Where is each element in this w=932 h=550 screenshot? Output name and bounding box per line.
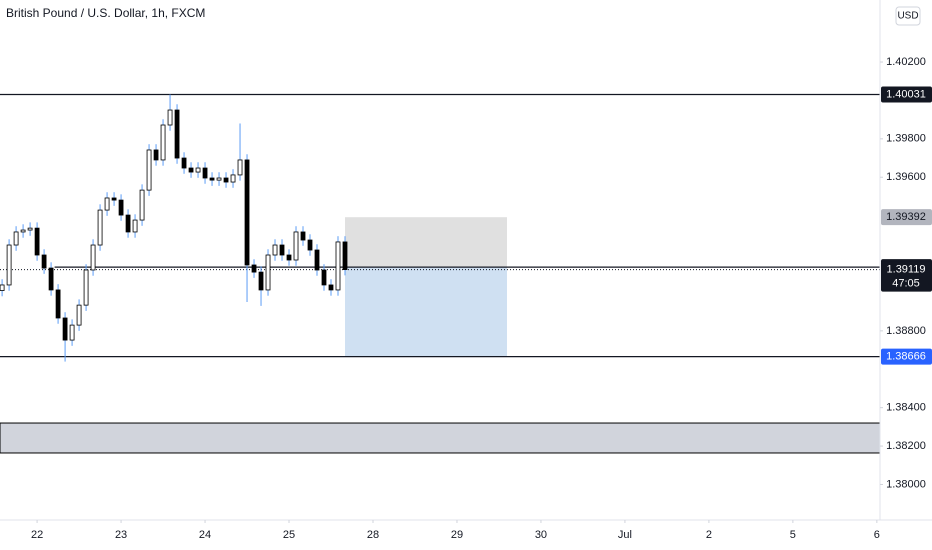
- x-tick-label: 24: [199, 529, 211, 541]
- candle-body: [328, 284, 334, 291]
- countdown: 47:05: [892, 278, 920, 290]
- x-tick-label: 23: [115, 529, 127, 541]
- candle-body: [132, 219, 138, 233]
- candle-body: [251, 264, 257, 273]
- candle-body: [258, 271, 264, 291]
- candle-body: [48, 267, 54, 291]
- candle-body: [342, 241, 348, 271]
- candle-body: [20, 229, 26, 233]
- price-label: 1.38666: [886, 350, 926, 362]
- candle-body: [300, 231, 306, 241]
- last-price-box: [881, 261, 932, 292]
- y-tick-label: 1.38000: [886, 478, 926, 490]
- currency-box[interactable]: [895, 6, 921, 26]
- y-tick-label: 1.39800: [886, 133, 926, 145]
- candle-body: [76, 304, 82, 326]
- candle-body: [13, 231, 19, 246]
- stop-area: [345, 217, 508, 268]
- candle-body: [293, 231, 299, 261]
- target-area: [345, 267, 508, 357]
- x-tick-label: 22: [31, 529, 43, 541]
- zone: [0, 422, 881, 454]
- x-tick-label: 6: [874, 529, 880, 541]
- candle-body: [97, 209, 103, 246]
- candle-body: [181, 157, 187, 169]
- candle-body: [272, 244, 278, 256]
- candle-body: [237, 159, 243, 176]
- x-tick-label: 2: [706, 529, 712, 541]
- candle-body: [188, 167, 194, 173]
- candle-body: [286, 254, 292, 261]
- currency[interactable]: USD: [897, 11, 918, 22]
- candle-body: [202, 167, 208, 179]
- candle-body: [83, 269, 89, 306]
- candle-body: [244, 159, 250, 266]
- price-label-box: [881, 348, 932, 365]
- candle-body: [118, 199, 124, 216]
- candle-body: [279, 244, 285, 256]
- last-price-label: 1.39119: [887, 264, 926, 276]
- candle-body: [104, 197, 110, 211]
- candle-body: [153, 149, 159, 161]
- candle-body: [90, 244, 96, 271]
- candle-body: [41, 254, 47, 269]
- price-label-box: [881, 209, 932, 226]
- y-tick-label: 1.39600: [886, 171, 926, 183]
- x-tick-label: 5: [790, 529, 796, 541]
- candle-body: [216, 177, 222, 181]
- candle-body: [174, 109, 180, 159]
- candle-body: [6, 244, 12, 286]
- candle-body: [167, 109, 173, 126]
- price-label-box: [881, 86, 932, 103]
- candle-body: [321, 269, 327, 286]
- candle-body: [314, 249, 320, 271]
- candle-body: [125, 214, 131, 233]
- candle-body: [69, 324, 75, 341]
- x-tick-label: 29: [451, 529, 463, 541]
- candle-body: [230, 174, 236, 183]
- y-tick-label: 1.40200: [886, 56, 926, 68]
- x-tick-label: 28: [367, 529, 379, 541]
- x-tick-label: Jul: [618, 529, 632, 541]
- candle-body: [223, 177, 229, 183]
- candle-body: [160, 124, 166, 161]
- x-tick-label: 30: [535, 529, 547, 541]
- price-label: 1.39392: [886, 211, 926, 223]
- price-label: 1.40031: [886, 88, 926, 100]
- candle-body: [335, 241, 341, 291]
- candle-body: [146, 149, 152, 191]
- candle-body: [139, 189, 145, 221]
- candle-body: [265, 254, 271, 291]
- candle-body: [195, 167, 201, 173]
- chart-title: British Pound / U.S. Dollar, 1h, FXCM: [6, 6, 205, 20]
- candle-body: [0, 284, 5, 291]
- candle-body: [307, 239, 313, 251]
- y-tick-label: 1.38200: [886, 440, 926, 452]
- y-tick-label: 1.38800: [886, 325, 926, 337]
- candle-body: [62, 317, 68, 341]
- x-tick-label: 25: [283, 529, 295, 541]
- y-tick-label: 1.38400: [886, 402, 926, 414]
- candle-body: [209, 177, 215, 181]
- candle-body: [34, 227, 40, 256]
- candle-body: [55, 289, 61, 319]
- plot-area: [0, 93, 881, 454]
- candle-body: [111, 197, 117, 201]
- candle-body: [27, 227, 33, 231]
